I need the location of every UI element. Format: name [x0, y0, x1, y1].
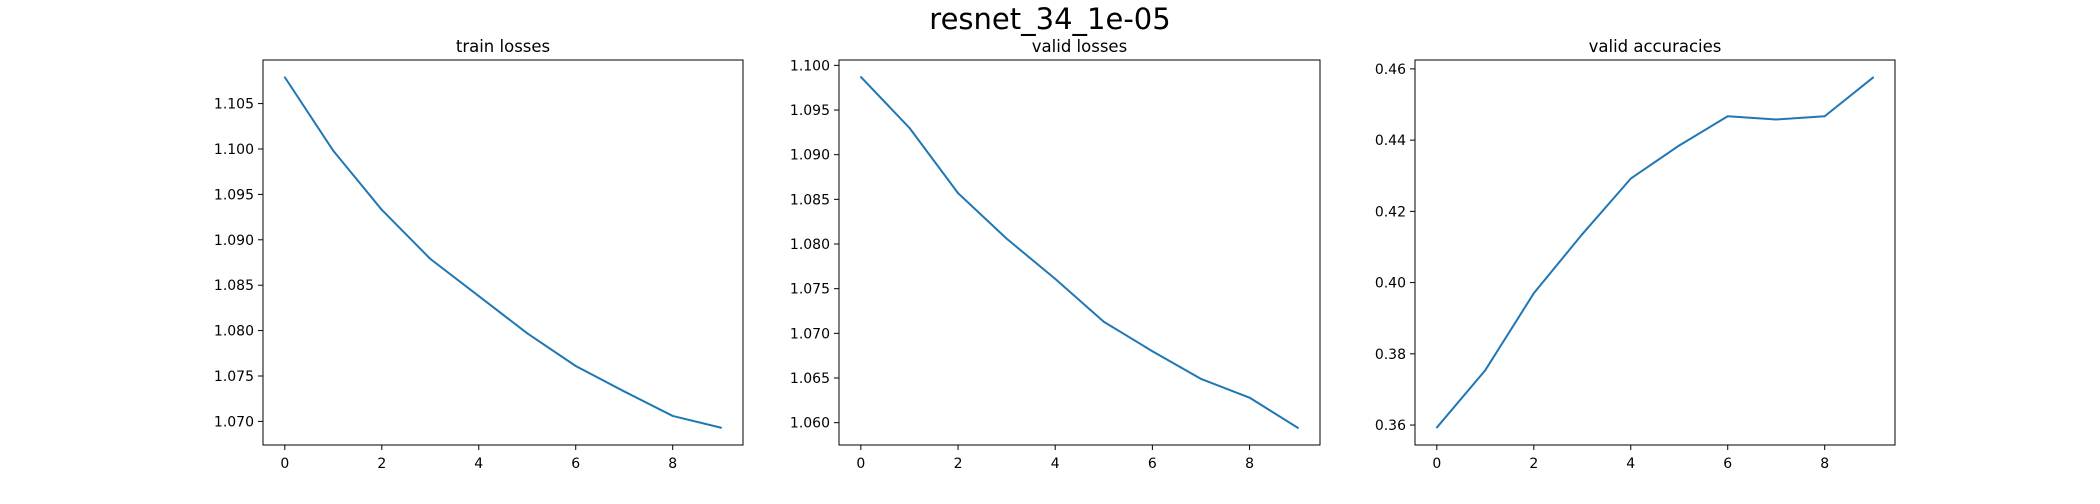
data-point [1248, 396, 1251, 399]
chart-title: valid losses [1032, 37, 1127, 56]
data-point [623, 390, 626, 393]
data-point [1297, 427, 1300, 429]
data-point [1102, 320, 1105, 323]
y-tick-label: 1.075 [790, 282, 830, 298]
data-point [1629, 177, 1632, 180]
data-point [1005, 237, 1008, 240]
data-point [720, 426, 723, 429]
y-tick-label: 1.105 [214, 97, 254, 113]
x-tick-label: 6 [571, 456, 580, 472]
y-tick-label: 1.100 [214, 142, 254, 158]
data-point [283, 76, 286, 79]
data-point [1726, 115, 1729, 118]
data-point [859, 76, 862, 78]
data-point [957, 192, 959, 194]
data-point [380, 208, 383, 211]
data-point [332, 149, 335, 152]
x-tick-label: 0 [1432, 456, 1441, 472]
y-tick-label: 0.42 [1375, 204, 1406, 220]
y-tick-label: 1.085 [790, 192, 830, 208]
x-tick-label: 8 [668, 456, 677, 472]
chart-title: train losses [456, 37, 550, 56]
series-line [283, 76, 722, 429]
y-tick-label: 1.070 [214, 414, 254, 430]
x-tick-label: 2 [954, 456, 963, 472]
data-point [429, 257, 432, 260]
data-point [526, 332, 529, 335]
y-tick-label: 0.44 [1375, 133, 1406, 149]
y-tick-label: 1.065 [790, 371, 830, 387]
x-tick-label: 4 [474, 456, 483, 472]
x-tick-label: 6 [1723, 456, 1732, 472]
plot-frame [1414, 59, 1896, 446]
chart-panel: train losses 0 2 4 6 8 1.070 1.075 1.080 1.085 1.0… [214, 37, 744, 472]
data-point [1823, 115, 1826, 118]
x-tick-label: 0 [280, 456, 289, 472]
x-tick-label: 8 [1245, 456, 1254, 472]
data-point [1775, 118, 1778, 121]
y-tick-label: 1.080 [214, 324, 254, 340]
data-point [1532, 292, 1535, 295]
x-tick-label: 4 [1626, 456, 1635, 472]
data-point [1581, 233, 1584, 236]
y-tick-label: 1.090 [214, 233, 254, 249]
series-line [1436, 76, 1874, 429]
series-line [860, 76, 1299, 429]
figure-title: resnet_34_1e-05 [929, 2, 1171, 36]
plot-frame [262, 59, 744, 446]
x-tick-label: 8 [1820, 456, 1829, 472]
y-tick-label: 1.100 [790, 58, 830, 74]
chart-panel: valid accuracies 0 2 4 6 8 0.36 0.38 0.40 0.42 0.4… [1375, 37, 1896, 472]
data-point [477, 295, 480, 297]
x-tick-label: 4 [1051, 456, 1060, 472]
chart-panel: valid losses 0 2 4 6 8 1.060 1.065 1.070 1.075 1.0… [790, 37, 1321, 472]
data-point [1872, 76, 1875, 79]
data-point [1484, 369, 1487, 372]
plot-frame [838, 59, 1321, 446]
y-tick-label: 0.36 [1375, 418, 1406, 434]
data-point [908, 126, 911, 129]
y-tick-label: 0.38 [1375, 347, 1406, 363]
x-tick-label: 2 [377, 456, 386, 472]
y-tick-label: 0.46 [1375, 62, 1406, 78]
x-tick-label: 6 [1148, 456, 1157, 472]
data-point [1678, 144, 1681, 147]
data-point [1200, 377, 1202, 380]
x-tick-label: 2 [1529, 456, 1538, 472]
y-tick-label: 1.080 [790, 237, 830, 253]
data-point [1054, 277, 1057, 280]
data-point [671, 415, 674, 417]
x-tick-label: 0 [856, 456, 865, 472]
data-point [1151, 350, 1154, 353]
y-tick-label: 1.090 [790, 148, 830, 164]
chart-title: valid accuracies [1589, 37, 1722, 56]
y-tick-label: 1.060 [790, 416, 830, 432]
data-point [574, 365, 577, 367]
y-tick-label: 1.095 [214, 187, 254, 203]
data-point [1435, 426, 1438, 429]
y-tick-label: 1.075 [214, 369, 254, 385]
y-tick-label: 1.070 [790, 326, 830, 342]
y-tick-label: 0.40 [1375, 276, 1406, 292]
y-tick-label: 1.085 [214, 278, 254, 294]
y-tick-label: 1.095 [790, 103, 830, 119]
